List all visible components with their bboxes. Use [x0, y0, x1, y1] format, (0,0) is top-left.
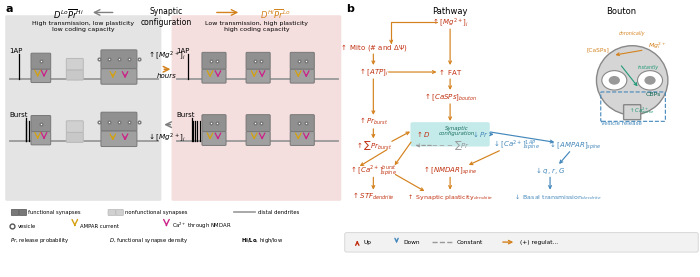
Text: $\uparrow STF_{dendrite}$: $\uparrow STF_{dendrite}$: [351, 191, 395, 202]
FancyBboxPatch shape: [246, 52, 270, 69]
FancyBboxPatch shape: [246, 69, 270, 83]
Text: $D^{Hi}\overline{Pr}^{Lo}$: $D^{Hi}\overline{Pr}^{Lo}$: [260, 7, 290, 21]
Text: Synaptic
configuration: Synaptic configuration: [439, 126, 475, 136]
FancyBboxPatch shape: [66, 132, 83, 142]
Circle shape: [602, 71, 626, 90]
FancyBboxPatch shape: [101, 50, 137, 69]
Text: Bouton: Bouton: [606, 7, 636, 16]
Text: $\it{Pr}$, release probability: $\it{Pr}$, release probability: [10, 236, 69, 245]
FancyBboxPatch shape: [5, 15, 162, 201]
Text: a: a: [5, 4, 13, 14]
Text: AMPAR current: AMPAR current: [80, 224, 119, 229]
Text: $---\sum Pr$: $---\sum Pr$: [430, 139, 470, 152]
FancyBboxPatch shape: [202, 69, 226, 83]
Text: $\downarrow$ Basal transmission$_{dendrite}$: $\downarrow$ Basal transmission$_{dendri…: [513, 192, 601, 202]
FancyBboxPatch shape: [108, 209, 116, 216]
Text: chronically: chronically: [619, 31, 645, 36]
Circle shape: [638, 71, 662, 90]
FancyBboxPatch shape: [290, 52, 314, 69]
Text: $\downarrow [Mg^{2+}]_i$: $\downarrow [Mg^{2+}]_i$: [147, 132, 186, 144]
FancyBboxPatch shape: [202, 132, 226, 145]
Text: $\uparrow Pr_{burst}$: $\uparrow Pr_{burst}$: [358, 116, 389, 127]
Text: $\uparrow$ Mito (# and $\Delta\Psi$): $\uparrow$ Mito (# and $\Delta\Psi$): [339, 42, 407, 53]
FancyBboxPatch shape: [66, 58, 83, 70]
Text: CBPs: CBPs: [646, 92, 662, 97]
Circle shape: [645, 76, 656, 85]
Text: Ca$^{2+}$ through NMDAR: Ca$^{2+}$ through NMDAR: [172, 221, 231, 232]
Text: $D^{Lo}\overline{Pr}^{Hi}$: $D^{Lo}\overline{Pr}^{Hi}$: [52, 7, 83, 21]
Text: vesicle: vesicle: [18, 224, 36, 229]
Text: $\downarrow Pr$: $\downarrow Pr$: [471, 130, 489, 139]
Text: $\uparrow [Mg^{2+}]_i$: $\uparrow [Mg^{2+}]_i$: [147, 50, 186, 62]
FancyBboxPatch shape: [116, 209, 123, 216]
Text: functional synapses: functional synapses: [28, 210, 80, 215]
Text: $\uparrow$ FAT: $\uparrow$ FAT: [438, 67, 463, 77]
Text: [CaSPs]: [CaSPs]: [587, 47, 610, 52]
FancyBboxPatch shape: [290, 69, 314, 83]
Text: distal dendrites: distal dendrites: [258, 210, 300, 215]
Text: $\uparrow Ca^{2+}_{evoke}$: $\uparrow Ca^{2+}_{evoke}$: [628, 105, 654, 116]
FancyBboxPatch shape: [246, 115, 270, 132]
FancyBboxPatch shape: [624, 105, 641, 120]
Text: $\downarrow [Ca^{2+}]^{1AP}_{spine}$: $\downarrow [Ca^{2+}]^{1AP}_{spine}$: [492, 138, 540, 153]
FancyBboxPatch shape: [290, 132, 314, 145]
Text: $\uparrow [ATP]_i$: $\uparrow [ATP]_i$: [358, 66, 388, 78]
Text: hours: hours: [157, 73, 176, 79]
FancyBboxPatch shape: [290, 115, 314, 132]
FancyBboxPatch shape: [31, 116, 50, 132]
Text: $\bf{Hi}$/$\bf{Lo}$, high/low: $\bf{Hi}$/$\bf{Lo}$, high/low: [241, 236, 284, 245]
Text: $Mg_i^{2+}$: $Mg_i^{2+}$: [648, 40, 666, 51]
Text: instantly: instantly: [638, 65, 659, 70]
Text: $\uparrow [NMDAR]_{spine}$: $\uparrow [NMDAR]_{spine}$: [422, 164, 478, 176]
Text: Up: Up: [364, 240, 372, 245]
Text: (+) regulat...: (+) regulat...: [519, 240, 558, 245]
FancyBboxPatch shape: [202, 115, 226, 132]
Text: Vesicle release: Vesicle release: [601, 121, 642, 126]
FancyBboxPatch shape: [101, 69, 137, 84]
Text: $\uparrow$ Synaptic plasticity$_{dendrite}$: $\uparrow$ Synaptic plasticity$_{dendrit…: [407, 192, 494, 202]
FancyBboxPatch shape: [202, 52, 226, 69]
Text: $\uparrow \sum Pr_{burst}$: $\uparrow \sum Pr_{burst}$: [355, 139, 392, 152]
FancyBboxPatch shape: [101, 112, 137, 131]
Text: Burst: Burst: [10, 112, 28, 118]
Text: 1AP: 1AP: [176, 48, 190, 54]
FancyBboxPatch shape: [66, 70, 83, 80]
Text: High transmission, low plasticity
low coding capacity: High transmission, low plasticity low co…: [32, 21, 134, 32]
Text: Down: Down: [403, 240, 419, 245]
FancyBboxPatch shape: [19, 209, 27, 216]
FancyBboxPatch shape: [31, 132, 50, 145]
Text: $\uparrow [CaSPs]_{bouton}$: $\uparrow [CaSPs]_{bouton}$: [423, 91, 477, 103]
FancyBboxPatch shape: [410, 122, 490, 147]
FancyBboxPatch shape: [101, 131, 137, 147]
Text: $\uparrow D$: $\uparrow D$: [416, 129, 431, 139]
FancyBboxPatch shape: [172, 15, 342, 201]
Text: $\downarrow q$, $r$, $G$: $\downarrow q$, $r$, $G$: [534, 165, 566, 176]
Text: Burst: Burst: [176, 112, 195, 118]
Circle shape: [609, 76, 620, 85]
Ellipse shape: [596, 46, 668, 115]
FancyBboxPatch shape: [31, 53, 50, 69]
Text: 1AP: 1AP: [10, 48, 23, 54]
FancyBboxPatch shape: [246, 132, 270, 145]
FancyBboxPatch shape: [11, 209, 19, 216]
Text: nonfunctional synapses: nonfunctional synapses: [125, 210, 187, 215]
Text: $\it{D}$, functional synapse density: $\it{D}$, functional synapse density: [108, 236, 188, 245]
Text: Pathway: Pathway: [433, 7, 468, 16]
Text: Synaptic
configuration: Synaptic configuration: [141, 7, 192, 27]
Text: b: b: [346, 4, 354, 14]
Text: $\downarrow [AMPAR]_{spine}$: $\downarrow [AMPAR]_{spine}$: [548, 139, 602, 152]
FancyBboxPatch shape: [66, 121, 83, 132]
Text: Constant: Constant: [456, 240, 483, 245]
Text: Low transmission, high plasticity
high coding capacity: Low transmission, high plasticity high c…: [205, 21, 308, 32]
FancyBboxPatch shape: [31, 69, 50, 83]
Text: $\uparrow [Ca^{2+}]^{burst}_{spine}$: $\uparrow [Ca^{2+}]^{burst}_{spine}$: [349, 163, 398, 178]
FancyBboxPatch shape: [345, 233, 698, 252]
Text: $\uparrow [Mg^{2+}]_i$: $\uparrow [Mg^{2+}]_i$: [431, 16, 469, 29]
